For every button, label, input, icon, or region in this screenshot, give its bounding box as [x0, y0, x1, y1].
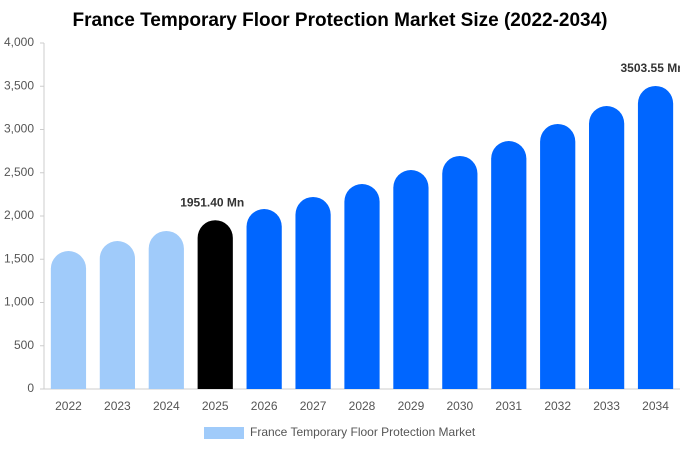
bar — [99, 240, 135, 389]
bar — [295, 196, 331, 389]
y-tick-label: 1,500 — [4, 251, 34, 265]
bar — [491, 141, 527, 389]
y-tick-label: 2,000 — [4, 208, 34, 222]
y-tick-label: 3,000 — [4, 122, 34, 136]
x-tick-label: 2027 — [300, 399, 327, 413]
data-label: 3503.55 Mn — [621, 61, 680, 75]
x-tick-label: 2032 — [544, 399, 571, 413]
x-tick-label: 2028 — [349, 399, 376, 413]
x-tick-label: 2029 — [398, 399, 425, 413]
bar — [246, 209, 282, 389]
bar — [540, 123, 576, 389]
bar — [393, 169, 429, 389]
bar — [344, 183, 380, 389]
x-tick-label: 2026 — [251, 399, 278, 413]
bar — [589, 105, 625, 390]
bar — [50, 251, 87, 389]
bar — [197, 220, 233, 389]
x-tick-label: 2030 — [446, 399, 473, 413]
x-tick-label: 2031 — [495, 399, 522, 413]
legend-swatch — [204, 427, 244, 439]
bar — [442, 155, 478, 389]
x-tick-label: 2025 — [202, 399, 229, 413]
y-tick-label: 0 — [27, 381, 34, 395]
y-tick-label: 3,500 — [4, 78, 34, 92]
bar — [637, 85, 674, 389]
y-tick-label: 4,000 — [4, 35, 34, 49]
x-tick-label: 2034 — [642, 399, 669, 413]
x-tick-label: 2024 — [153, 399, 180, 413]
x-tick-label: 2022 — [55, 399, 82, 413]
y-tick-label: 2,500 — [4, 165, 34, 179]
y-tick-label: 1,000 — [4, 295, 34, 309]
legend-label: France Temporary Floor Protection Market — [250, 425, 476, 439]
x-tick-label: 2023 — [104, 399, 131, 413]
y-tick-label: 500 — [14, 338, 34, 352]
chart-title: France Temporary Floor Protection Market… — [73, 10, 608, 31]
x-tick-label: 2033 — [593, 399, 620, 413]
data-label: 1951.40 Mn — [180, 195, 244, 209]
bar — [148, 230, 184, 389]
